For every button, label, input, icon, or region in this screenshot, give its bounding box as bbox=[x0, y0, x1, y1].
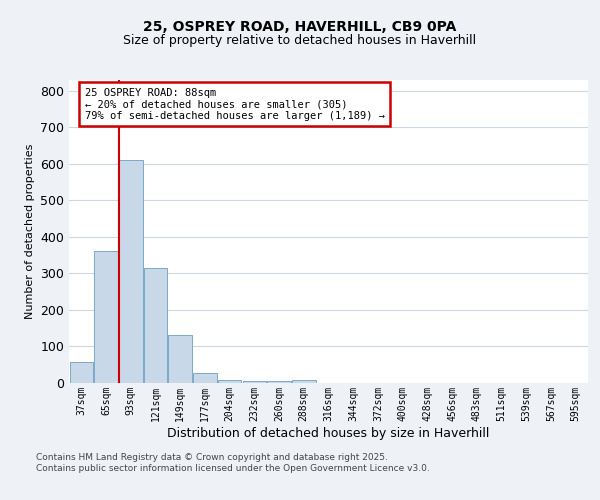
Bar bbox=[218, 380, 241, 382]
Bar bbox=[144, 268, 167, 382]
Text: Contains HM Land Registry data © Crown copyright and database right 2025.: Contains HM Land Registry data © Crown c… bbox=[36, 452, 388, 462]
Text: 25, OSPREY ROAD, HAVERHILL, CB9 0PA: 25, OSPREY ROAD, HAVERHILL, CB9 0PA bbox=[143, 20, 457, 34]
Bar bbox=[94, 252, 118, 382]
Bar bbox=[242, 380, 266, 382]
Text: Size of property relative to detached houses in Haverhill: Size of property relative to detached ho… bbox=[124, 34, 476, 47]
Bar bbox=[193, 374, 217, 382]
Bar bbox=[292, 380, 316, 382]
Bar bbox=[169, 335, 192, 382]
X-axis label: Distribution of detached houses by size in Haverhill: Distribution of detached houses by size … bbox=[167, 428, 490, 440]
Y-axis label: Number of detached properties: Number of detached properties bbox=[25, 144, 35, 319]
Text: Contains public sector information licensed under the Open Government Licence v3: Contains public sector information licen… bbox=[36, 464, 430, 473]
Bar bbox=[70, 362, 93, 382]
Bar bbox=[268, 380, 291, 382]
Text: 25 OSPREY ROAD: 88sqm
← 20% of detached houses are smaller (305)
79% of semi-det: 25 OSPREY ROAD: 88sqm ← 20% of detached … bbox=[85, 88, 385, 121]
Bar bbox=[119, 160, 143, 382]
